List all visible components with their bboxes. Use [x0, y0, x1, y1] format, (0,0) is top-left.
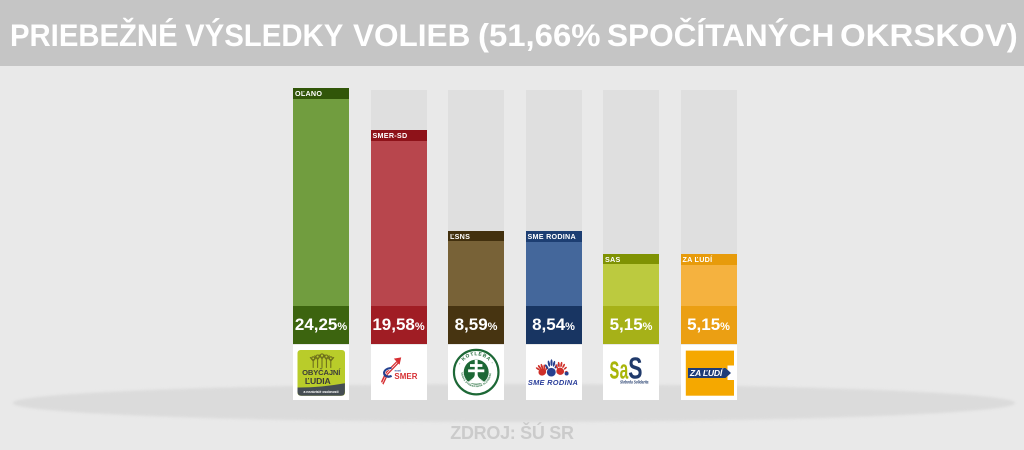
svg-text:Sloboda Solidarita: Sloboda Solidarita	[620, 379, 649, 384]
svg-text:ĽUDIA: ĽUDIA	[305, 376, 331, 386]
svg-text:nový: nový	[394, 368, 401, 372]
svg-text:s: s	[609, 349, 619, 385]
svg-text:ZA ĽUDÍ: ZA ĽUDÍ	[688, 367, 723, 377]
svg-text:S: S	[628, 350, 642, 385]
svg-text:SME RODINA: SME RODINA	[527, 378, 577, 387]
svg-text:a: a	[620, 354, 629, 384]
svg-text:a nezávislé osobnosti: a nezávislé osobnosti	[303, 390, 338, 394]
svg-text:OBYČAJNÍ: OBYČAJNÍ	[302, 368, 341, 377]
svg-text:SMER: SMER	[394, 372, 417, 381]
